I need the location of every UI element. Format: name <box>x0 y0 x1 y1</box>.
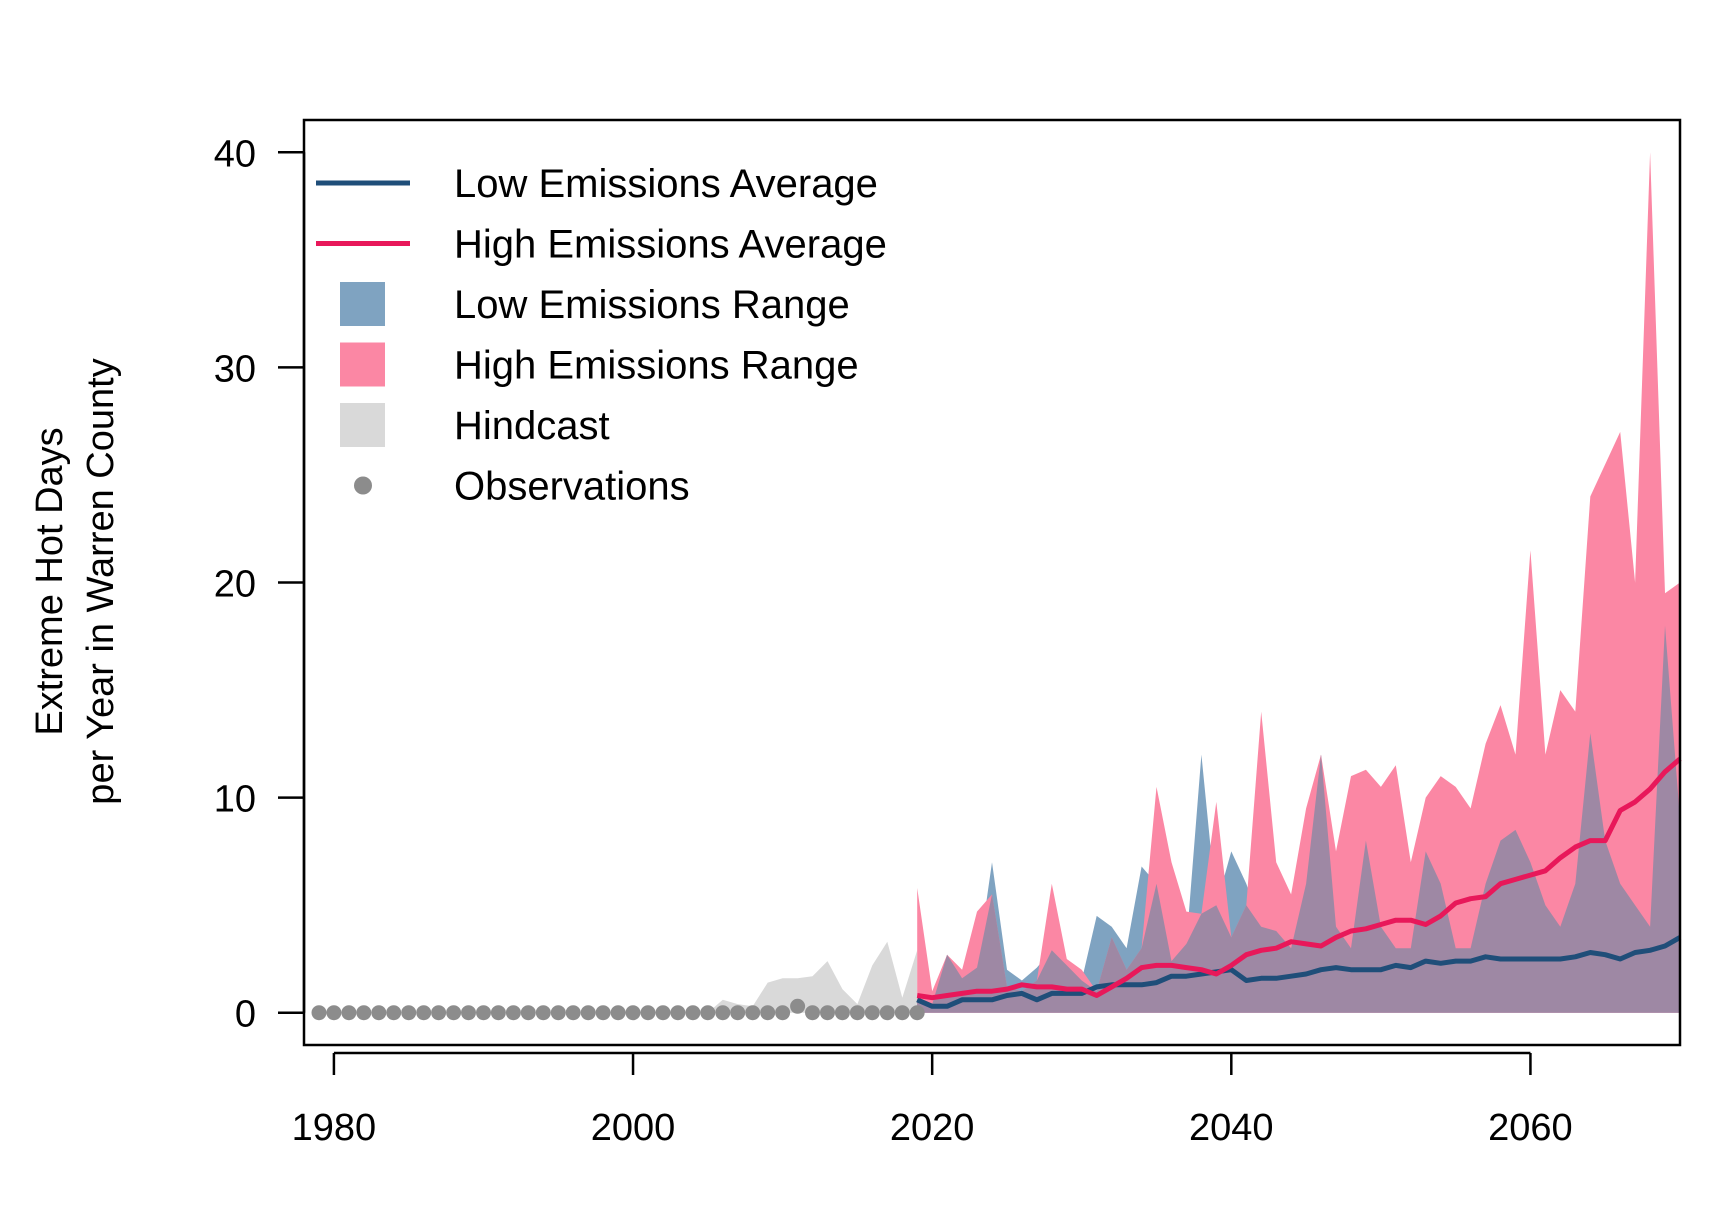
y-axis: 0 10 20 30 40 <box>214 133 306 1036</box>
x-tick-label: 2060 <box>1488 1107 1573 1149</box>
observation-point <box>894 1005 910 1021</box>
observation-point <box>386 1005 402 1021</box>
y-tick-label: 20 <box>214 564 256 606</box>
observation-point <box>476 1005 491 1021</box>
observation-point <box>550 1005 566 1021</box>
observation-point <box>371 1005 387 1021</box>
observation-point <box>535 1005 551 1021</box>
hindcast-area <box>319 941 918 1013</box>
observation-point <box>565 1005 581 1021</box>
observation-point <box>670 1005 686 1021</box>
average-lines <box>916 757 1682 1009</box>
observation-point <box>820 1005 835 1021</box>
observation-point <box>790 998 806 1014</box>
x-tick-label: 2020 <box>890 1107 975 1149</box>
observation-point <box>356 1005 372 1021</box>
overlap-band <box>917 625 1680 1013</box>
legend-label: Low Emissions Average <box>454 162 878 206</box>
y-tick-label: 30 <box>214 348 256 390</box>
observation-point <box>431 1005 447 1021</box>
observation-point <box>311 1005 327 1021</box>
observation-point <box>416 1005 432 1021</box>
y-tick-label: 10 <box>214 779 256 821</box>
y-axis-title-line2: per Year in Warren County <box>80 358 122 804</box>
observation-point <box>685 1005 701 1021</box>
observation-point <box>341 1005 357 1021</box>
observation-point <box>700 1005 716 1021</box>
observation-point <box>775 1005 791 1021</box>
high-emissions-range-band <box>917 152 1680 1013</box>
observation-point <box>446 1005 462 1021</box>
observation-point <box>805 1005 820 1021</box>
observation-point <box>595 1005 611 1021</box>
observation-point <box>326 1005 342 1021</box>
observation-point <box>760 1005 776 1021</box>
x-tick-label: 1980 <box>292 1107 377 1149</box>
hindcast-band <box>319 941 918 1013</box>
observation-point <box>505 1005 521 1021</box>
observation-point <box>745 1005 761 1021</box>
observation-point <box>730 1005 746 1021</box>
x-axis: 1980 2000 2020 2040 2060 <box>292 1051 1573 1149</box>
legend-label: High Emissions Range <box>454 344 859 388</box>
legend: Low Emissions Average High Emissions Aver… <box>316 162 887 509</box>
legend-label: Observations <box>454 465 690 509</box>
legend-box-swatch <box>340 342 385 387</box>
observation-point <box>864 1005 880 1021</box>
observation-point <box>715 1005 731 1021</box>
legend-box-swatch <box>340 282 385 326</box>
x-tick-label: 2000 <box>591 1107 676 1149</box>
observation-point <box>610 1005 626 1021</box>
high-emissions-range-area <box>917 152 1680 1013</box>
y-tick-label: 40 <box>214 133 256 175</box>
observation-point <box>640 1005 656 1021</box>
y-tick-label: 0 <box>235 994 256 1036</box>
observation-point <box>625 1005 641 1021</box>
overlap-area <box>917 625 1680 1013</box>
observation-point <box>655 1005 671 1021</box>
low-emissions-average-line <box>916 935 1682 1009</box>
observation-point <box>580 1005 596 1021</box>
observation-point <box>909 1005 925 1021</box>
observation-point <box>879 1005 895 1021</box>
observation-point <box>401 1005 417 1021</box>
observation-point <box>520 1005 536 1021</box>
legend-label: High Emissions Average <box>454 223 887 267</box>
legend-box-swatch <box>340 403 385 447</box>
x-tick-label: 2040 <box>1189 1107 1274 1149</box>
high-emissions-average-line <box>916 757 1682 1001</box>
legend-label: Hindcast <box>454 404 610 448</box>
observation-point <box>490 1005 506 1021</box>
legend-label: Low Emissions Range <box>454 283 850 327</box>
observation-point <box>834 1005 850 1021</box>
observation-points <box>311 998 925 1021</box>
observation-point <box>461 1005 476 1021</box>
legend-point-swatch <box>354 476 372 495</box>
y-axis-title-line1: Extreme Hot Days <box>29 427 71 735</box>
observation-point <box>849 1005 865 1021</box>
